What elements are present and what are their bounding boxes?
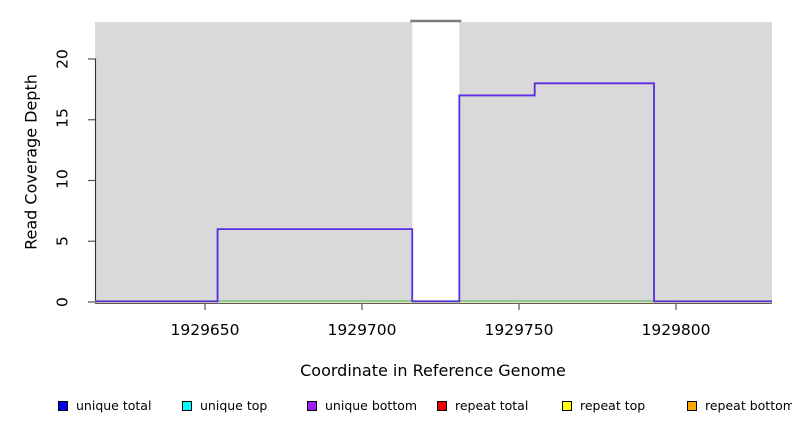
x-tick-label-1929800: 1929800: [641, 321, 711, 339]
x-tick-label-1929750: 1929750: [484, 321, 554, 339]
unique-total-swatch-icon: [58, 400, 68, 411]
legend-label-repeat-total: repeat total: [455, 397, 529, 413]
unique-top-swatch-icon: [182, 400, 192, 411]
legend-item-unique-bottom: unique bottom: [307, 398, 417, 413]
legend-item-unique-total: unique total: [58, 398, 151, 413]
legend-item-unique-top: unique top: [182, 398, 267, 413]
y-tick-label-15: 15: [53, 108, 72, 128]
unique-bottom-swatch-icon: [307, 400, 317, 411]
y-tick-label-20: 20: [53, 49, 72, 69]
y-tick-label-0: 0: [53, 297, 72, 307]
repeat-bottom-swatch-icon: [687, 400, 697, 411]
x-tick-label-1929700: 1929700: [327, 321, 397, 339]
y-tick-label-10: 10: [53, 169, 72, 189]
repeat-total-swatch-icon: [437, 400, 447, 411]
legend-label-repeat-top: repeat top: [580, 397, 646, 413]
legend-label-repeat-bottom: repeat bottom: [705, 397, 792, 413]
x-axis-title: Coordinate in Reference Genome: [300, 361, 566, 380]
legend-item-repeat-bottom: repeat bottom: [687, 398, 792, 413]
legend-item-repeat-total: repeat total: [437, 398, 528, 413]
y-axis-title: Read Coverage Depth: [21, 74, 41, 250]
legend-label-unique-bottom: unique bottom: [325, 397, 418, 413]
y-tick-label-5: 5: [53, 236, 72, 246]
legend-label-unique-top: unique top: [200, 397, 268, 413]
legend-label-unique-total: unique total: [76, 397, 152, 413]
legend-item-repeat-top: repeat top: [562, 398, 645, 413]
repeat-top-swatch-icon: [562, 400, 572, 411]
x-tick-label-1929650: 1929650: [170, 321, 240, 339]
